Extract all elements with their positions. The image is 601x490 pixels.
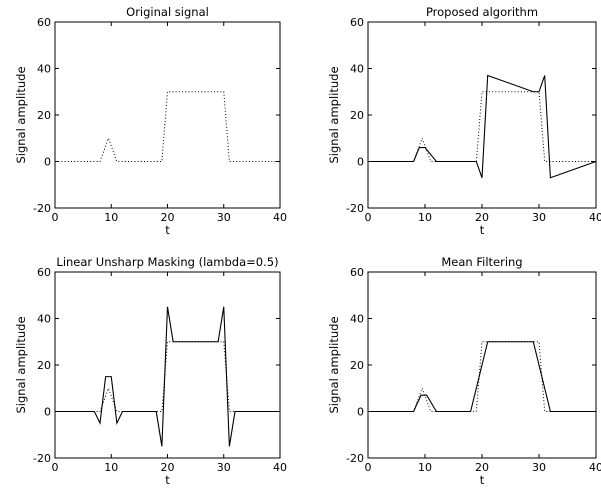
x-tick-label: 30 [217,211,231,224]
plot-area [54,271,281,459]
x-tick-label: 40 [589,211,601,224]
y-axis-label: Signal amplitude [327,316,341,413]
x-tick-label: 30 [532,211,546,224]
y-tick-label: 60 [350,16,364,29]
x-tick-label: 0 [52,461,59,474]
x-tick-label: 20 [475,211,489,224]
x-tick-label: 0 [52,211,59,224]
y-tick-label: -20 [33,452,51,465]
processed-signal-line [368,341,596,413]
x-axis-label: t [480,473,485,487]
y-tick-label: 20 [37,359,51,372]
y-axis-label: Signal amplitude [327,66,341,163]
y-tick-label: 0 [44,406,51,419]
y-tick-label: 40 [350,63,364,76]
processed-signal-line [368,74,597,179]
y-tick-label: 20 [37,109,51,122]
y-axis-label: Signal amplitude [14,66,28,163]
y-tick-label: -20 [33,202,51,215]
x-tick-label: 10 [104,211,118,224]
x-axis-label: t [165,473,170,487]
plot-area [54,21,281,209]
x-tick-label: 10 [104,461,118,474]
processed-signal-line [55,306,280,447]
y-tick-label: 0 [357,156,364,169]
y-tick-label: -20 [346,202,364,215]
y-tick-label: 60 [37,16,51,29]
x-axis-label: t [165,223,170,237]
x-tick-label: 0 [365,211,372,224]
original-signal-line [368,341,596,412]
y-tick-label: 0 [44,156,51,169]
y-tick-label: 60 [37,266,51,279]
x-axis-label: t [480,223,485,237]
y-tick-label: -20 [346,452,364,465]
chart-title: Mean Filtering [441,255,522,269]
x-tick-label: 10 [418,461,432,474]
y-tick-label: 40 [37,313,51,326]
y-tick-label: 40 [37,63,51,76]
y-tick-label: 20 [350,109,364,122]
x-tick-label: 40 [273,211,287,224]
x-tick-label: 30 [217,461,231,474]
y-tick-label: 40 [350,313,364,326]
y-tick-label: 20 [350,359,364,372]
x-tick-label: 20 [161,211,175,224]
x-tick-label: 40 [273,461,287,474]
chart-title: Proposed algorithm [426,5,538,19]
x-tick-label: 40 [589,461,601,474]
y-axis-label: Signal amplitude [14,316,28,413]
x-tick-label: 20 [475,461,489,474]
x-tick-label: 10 [418,211,432,224]
x-tick-label: 20 [161,461,175,474]
y-tick-label: 60 [350,266,364,279]
original-signal-line [368,91,596,162]
plot-area [367,21,597,209]
y-tick-label: 0 [357,406,364,419]
x-tick-label: 30 [532,461,546,474]
chart-title: Linear Unsharp Masking (lambda=0.5) [56,255,278,269]
chart-title: Original signal [126,5,209,19]
x-tick-label: 0 [365,461,372,474]
